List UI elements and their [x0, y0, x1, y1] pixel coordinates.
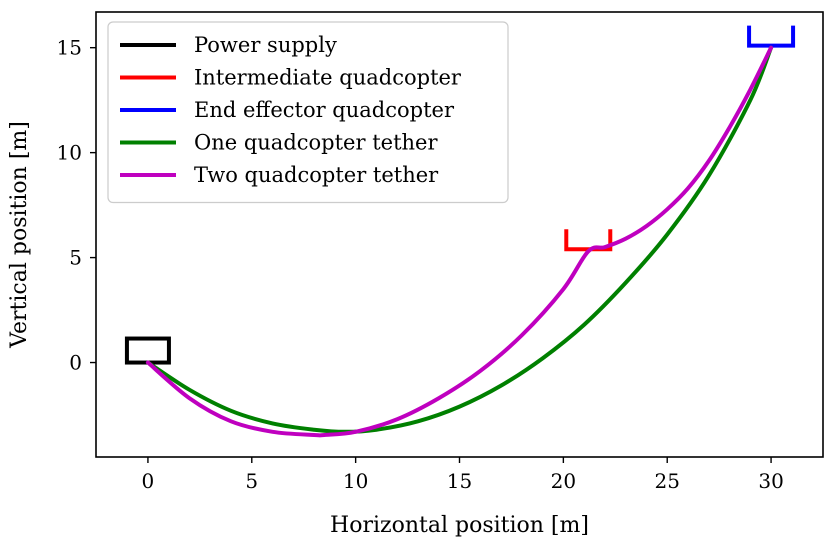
legend: Power supply Intermediate quadcopter End e… — [107, 21, 509, 204]
legend-entry-label: Intermediate quadcopter — [194, 66, 462, 90]
axes: 0 5 10 15 20 25 30 0 5 10 15 — [57, 11, 824, 493]
x-tick-label: 0 — [142, 469, 155, 493]
series-line-4 — [145, 45, 774, 434]
legend-entry-label: End effector quadcopter — [194, 98, 455, 122]
legend-box — [107, 21, 509, 204]
y-tick-label: 0 — [69, 351, 82, 375]
x-axis-label: Horizontal position [m] — [330, 513, 589, 538]
y-tick-label: 10 — [57, 141, 82, 165]
legend-entry-label: One quadcopter tether — [194, 131, 438, 155]
legend-entry-label: Power supply — [194, 33, 337, 57]
series-line-5 — [145, 45, 774, 438]
y-tick-label: 15 — [57, 36, 82, 60]
y-axis-label: Vertical position [m] — [7, 121, 32, 349]
x-tick-label: 10 — [343, 469, 368, 493]
plot-area — [124, 25, 796, 438]
x-tick-label: 5 — [245, 469, 258, 493]
quadcopter-marker-3 — [747, 25, 796, 48]
x-tick-label: 30 — [758, 469, 783, 493]
legend-entry-label: Two quadcopter tether — [194, 163, 439, 187]
x-tick-label: 15 — [447, 469, 472, 493]
x-tick-label: 25 — [654, 469, 679, 493]
y-tick-label: 5 — [69, 246, 82, 270]
x-tick-label: 20 — [551, 469, 576, 493]
power-supply-marker — [124, 336, 171, 365]
